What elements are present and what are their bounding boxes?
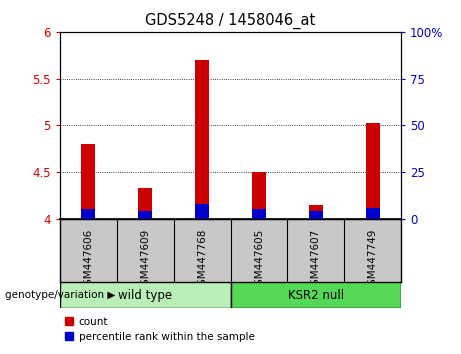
Bar (138, 188, 152, 219)
Bar (252, 210, 266, 219)
Text: genotype/variation ▶: genotype/variation ▶ (5, 290, 115, 300)
Bar (309, 211, 323, 219)
Bar (366, 124, 380, 219)
Bar (366, 207, 380, 219)
Bar (195, 204, 209, 219)
Bar (81, 210, 95, 219)
Bar (195, 60, 209, 219)
Title: GDS5248 / 1458046_at: GDS5248 / 1458046_at (145, 13, 316, 29)
Bar (252, 172, 266, 219)
Text: KSR2 null: KSR2 null (288, 289, 344, 302)
Bar (138, 211, 152, 219)
Text: GSM447749: GSM447749 (367, 228, 378, 292)
Bar (230, 282, 401, 308)
Bar (81, 144, 95, 219)
Bar (309, 205, 323, 219)
Text: GSM447607: GSM447607 (311, 228, 321, 292)
Text: GSM447606: GSM447606 (83, 228, 94, 292)
Text: GSM447605: GSM447605 (254, 228, 264, 292)
Legend: count, percentile rank within the sample: count, percentile rank within the sample (65, 317, 254, 342)
Text: wild type: wild type (118, 289, 172, 302)
Text: GSM447768: GSM447768 (197, 228, 207, 292)
Bar (60, 282, 230, 308)
Text: GSM447609: GSM447609 (140, 228, 150, 292)
